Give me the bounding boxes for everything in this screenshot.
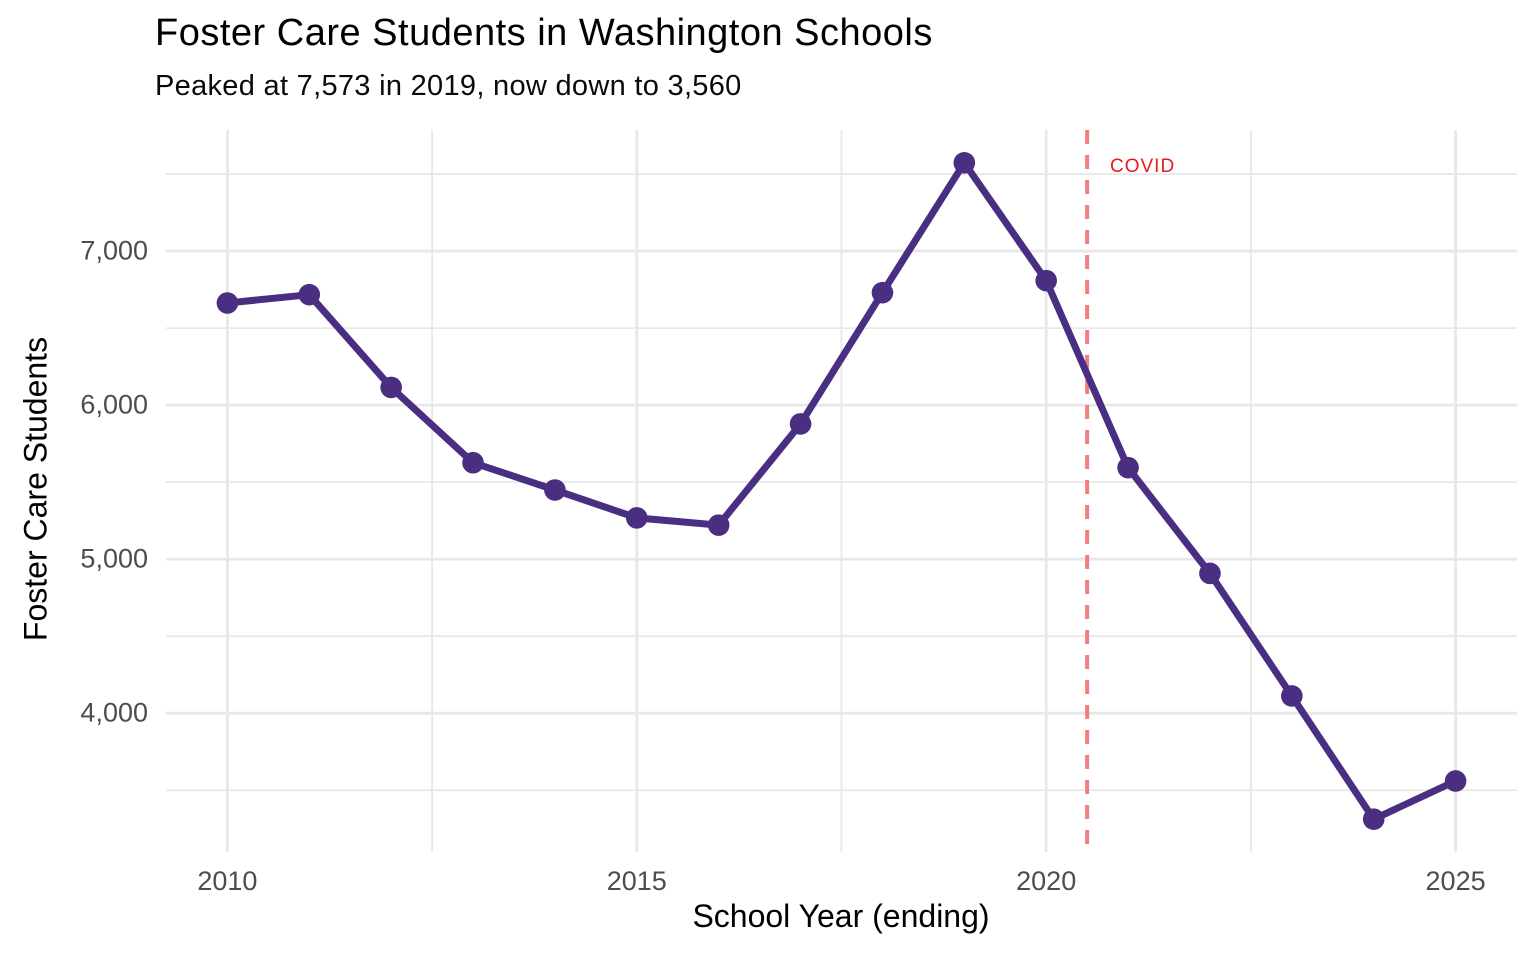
data-point-2020 (1035, 269, 1057, 292)
x-tick-label-2025: 2025 (1425, 866, 1486, 896)
data-point-2024 (1362, 808, 1385, 830)
data-point-2023 (1281, 685, 1303, 707)
y-tick-label-7,000: 7,000 (80, 235, 148, 266)
y-tick-label-6,000: 6,000 (80, 389, 148, 420)
data-point-2012 (380, 376, 402, 399)
data-point-2015 (626, 507, 648, 529)
y-tick-label-4,000: 4,000 (80, 697, 148, 728)
data-point-2021 (1117, 456, 1139, 479)
data-point-2016 (707, 514, 730, 536)
data-point-2025 (1444, 770, 1467, 792)
y-axis-title: Foster Care Students (17, 336, 54, 642)
x-tick-label-2020: 2020 (1016, 866, 1077, 896)
data-point-2010 (216, 292, 239, 314)
trend-line (223, 159, 1460, 823)
x-tick-label-2015: 2015 (606, 866, 667, 896)
data-point-2022 (1199, 562, 1221, 585)
data-point-2017 (789, 413, 812, 435)
y-tick-label-5,000: 5,000 (80, 543, 148, 574)
x-tick-label-2010: 2010 (197, 866, 258, 896)
chart-subtitle: Peaked at 7,573 in 2019, now down to 3,5… (155, 70, 742, 102)
x-axis-title: School Year (ending) (692, 898, 990, 934)
chart-title: Foster Care Students in Washington Schoo… (155, 12, 933, 54)
data-point-2011 (298, 283, 321, 306)
covid-annotation-label: COVID (1110, 156, 1176, 177)
data-point-2014 (544, 479, 566, 501)
data-point-2019 (953, 152, 976, 174)
data-point-2018 (871, 281, 894, 304)
data-point-2013 (462, 451, 484, 474)
